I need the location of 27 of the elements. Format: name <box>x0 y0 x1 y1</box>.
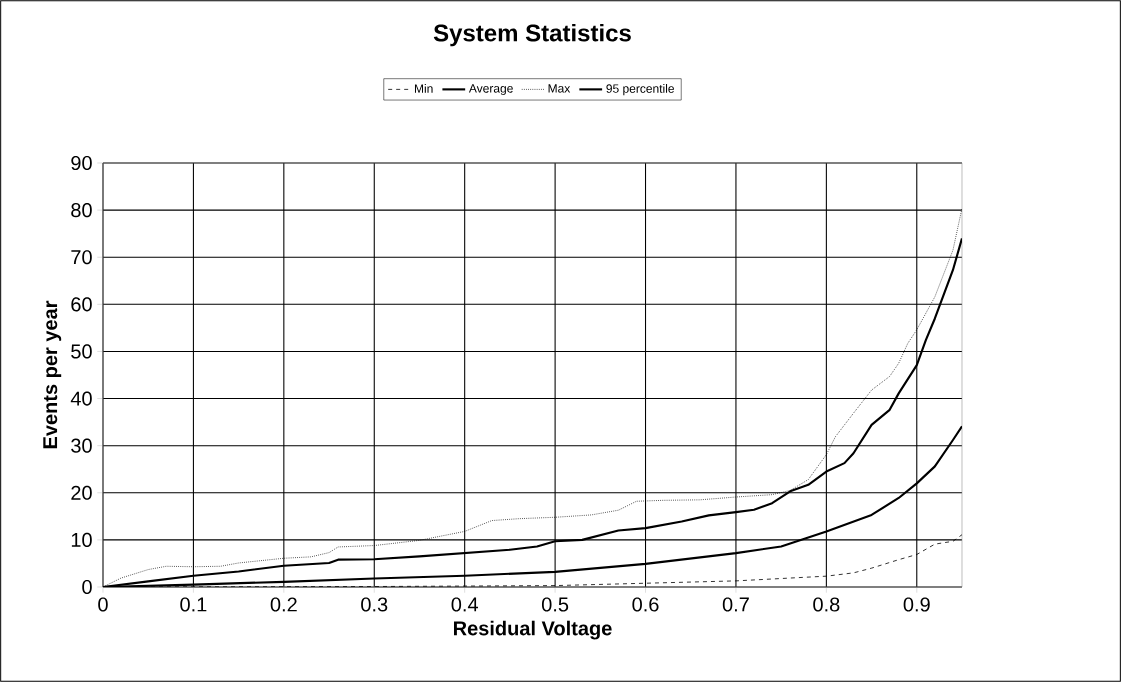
x-tick-label: 0.5 <box>541 597 569 612</box>
x-tick-label: 0.4 <box>451 597 478 612</box>
legend-label: Average <box>468 84 513 95</box>
legend-label: Min <box>414 84 433 93</box>
legend-label: 95 percentile <box>606 84 675 96</box>
y-tick-label: 60 <box>71 297 92 312</box>
x-axis-title: Residual Voltage <box>454 620 612 640</box>
y-tick-label: 80 <box>71 203 92 218</box>
y-tick-label: 70 <box>71 250 92 265</box>
x-tick-label: 0.3 <box>361 597 388 612</box>
y-tick-label: 10 <box>71 532 92 547</box>
legend-label: Max <box>548 84 571 93</box>
y-tick-label: 50 <box>71 344 92 359</box>
x-tick-label: 0.7 <box>722 597 749 612</box>
x-tick-label: 0.9 <box>903 597 930 612</box>
x-tick-label: 0 <box>98 597 108 612</box>
x-tick-label: 0.2 <box>270 597 297 612</box>
y-tick-label: 40 <box>70 391 92 406</box>
y-tick-label: 90 <box>71 155 92 171</box>
x-tick-label: 0.1 <box>180 597 207 612</box>
x-tick-label: 0.8 <box>813 597 840 612</box>
chart-title: System Statistics <box>433 23 631 47</box>
y-tick-label: 30 <box>71 438 92 453</box>
y-tick-label: 20 <box>71 485 92 500</box>
y-tick-label: 0 <box>82 579 92 595</box>
x-tick-label: 0.6 <box>632 597 659 612</box>
y-axis-title: Events per year <box>43 300 62 449</box>
